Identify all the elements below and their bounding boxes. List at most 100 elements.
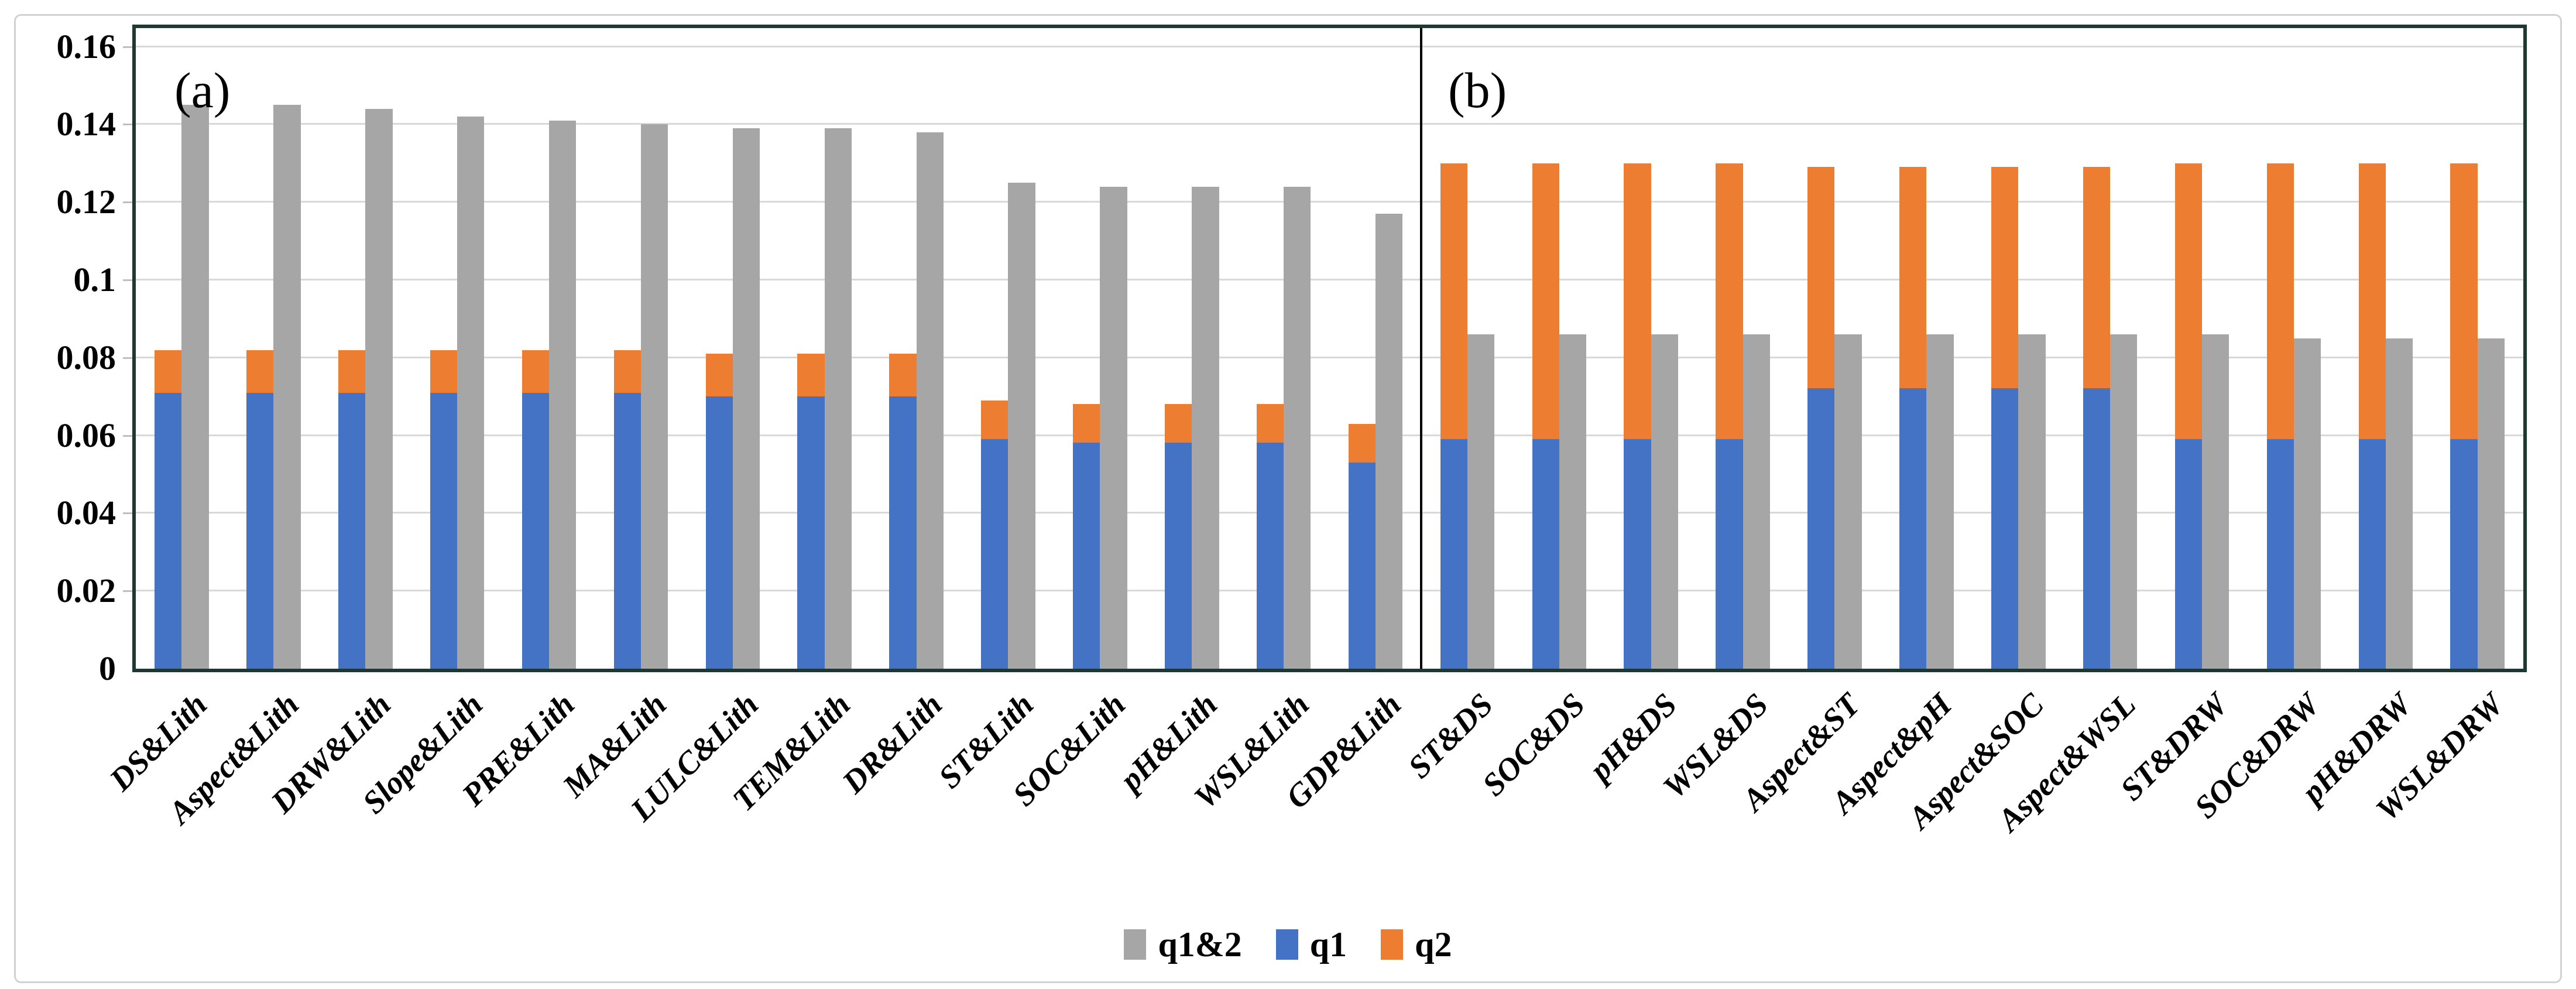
stacked-bar-WSL&Lith [1256, 404, 1284, 669]
stacked-bar-SOC&Lith [1073, 404, 1100, 669]
q2-segment [2266, 163, 2294, 439]
stacked-bar-TEM&Lith [797, 354, 825, 669]
legend-swatch-q1 [1275, 929, 1298, 960]
q2-segment [613, 350, 641, 393]
panel-divider [1420, 28, 1423, 669]
q12-bar-Aspect&SOC [2018, 334, 2046, 669]
plot-area: (a) (b) [132, 25, 2527, 672]
q2-segment [1532, 163, 1559, 439]
stacked-bar-DR&Lith [889, 354, 917, 669]
q2-segment [2174, 163, 2203, 439]
bar-group-GDP&Lith [1330, 28, 1422, 669]
q2-segment [338, 350, 366, 393]
q1-segment [1991, 388, 2019, 669]
y-tick [123, 279, 132, 281]
q2-segment [1440, 163, 1467, 439]
q1-segment [338, 393, 366, 669]
q2-segment [246, 350, 274, 393]
q12-bar-WSL&DS [1743, 334, 1770, 669]
q2-segment [889, 354, 917, 396]
q1-segment [430, 393, 458, 669]
q12-bar-DS&Lith [181, 105, 209, 669]
bar-group-ST&DS [1421, 28, 1513, 669]
q12-bar-SOC&Lith [1100, 187, 1127, 669]
q1-segment [155, 393, 182, 669]
legend-item-q1: q1 [1275, 925, 1347, 964]
legend-label: q2 [1415, 925, 1452, 964]
q2-segment [1624, 163, 1651, 439]
y-tick [123, 46, 132, 48]
bar-group-DS&Lith [136, 28, 228, 669]
q12-bar-LULC&Lith [732, 128, 760, 669]
bar-group-pH&Lith [1146, 28, 1238, 669]
y-tick-label: 0.04 [56, 494, 116, 532]
bar-group-Aspect&pH [1881, 28, 1973, 669]
gridline-0.08 [136, 357, 2523, 358]
legend-item-q1&2: q1&2 [1124, 927, 1242, 962]
q1-segment [1899, 388, 1927, 669]
q1-segment [2450, 439, 2478, 669]
q2-segment [1256, 404, 1284, 443]
q1-segment [1164, 443, 1192, 669]
q12-bar-DRW&Lith [365, 109, 393, 669]
stacked-bar-DRW&Lith [338, 350, 366, 669]
y-tick-label: 0.06 [56, 416, 116, 454]
q2-segment [2450, 163, 2478, 439]
y-tick-label: 0.1 [73, 261, 116, 299]
q12-bar-WSL&Lith [1284, 187, 1311, 669]
legend-label: q1 [1309, 925, 1347, 964]
gridline-0.14 [136, 123, 2523, 125]
q2-segment [1991, 167, 2019, 388]
legend-swatch-q1&2 [1124, 929, 1147, 960]
q2-segment [1807, 167, 1835, 388]
y-tick-label: 0.14 [56, 105, 116, 143]
stacked-bar-GDP&Lith [1348, 424, 1376, 669]
q1-segment [705, 396, 733, 669]
bar-group-LULC&Lith [687, 28, 778, 669]
q1-segment [1073, 443, 1100, 669]
bar-group-DRW&Lith [320, 28, 411, 669]
q12-bar-ST&Lith [1008, 183, 1035, 669]
q1-segment [2266, 439, 2294, 669]
bar-group-TEM&Lith [778, 28, 870, 669]
q12-bar-pH&DRW [2385, 338, 2413, 669]
q1-segment [246, 393, 274, 669]
gridline-0.12 [136, 201, 2523, 203]
y-tick-label: 0.16 [56, 28, 116, 66]
stacked-bar-ST&DRW [2174, 163, 2203, 669]
stacked-bar-Aspect&WSL [2083, 167, 2111, 669]
bar-group-DR&Lith [870, 28, 962, 669]
bar-group-SOC&DS [1513, 28, 1605, 669]
y-tick-label: 0 [99, 649, 116, 687]
bar-group-pH&DS [1605, 28, 1697, 669]
q2-segment [522, 350, 549, 393]
legend-swatch-q2 [1381, 929, 1404, 960]
q12-bar-pH&DS [1651, 334, 1678, 669]
q1-segment [1256, 443, 1284, 669]
stacked-bar-ST&Lith [981, 401, 1009, 669]
bar-group-MA&Lith [595, 28, 687, 669]
gridline-0.06 [136, 434, 2523, 436]
stacked-bar-pH&DRW [2358, 163, 2386, 669]
q2-segment [1348, 424, 1376, 463]
stacked-bar-pH&DS [1624, 163, 1651, 669]
q2-segment [1716, 163, 1743, 439]
legend: q1&2 q1 q2 [0, 927, 2576, 962]
q2-segment [1164, 404, 1192, 443]
stacked-bar-DS&Lith [155, 350, 182, 669]
q12-bar-SOC&DRW [2293, 338, 2321, 669]
stacked-bar-Aspect&pH [1899, 167, 1927, 669]
q1-segment [2358, 439, 2386, 669]
bar-group-WSL&Lith [1238, 28, 1330, 669]
q12-bar-GDP&Lith [1376, 214, 1403, 669]
bar-group-WSL&DS [1697, 28, 1789, 669]
stacked-bar-pH&Lith [1164, 404, 1192, 669]
q12-bar-Slope&Lith [457, 117, 485, 669]
panel-b-label: (b) [1448, 62, 1507, 118]
q2-segment [2083, 167, 2111, 388]
y-tick [123, 124, 132, 125]
q12-bar-ST&DRW [2202, 334, 2229, 669]
stacked-bar-WSL&DS [1716, 163, 1743, 669]
q1-segment [2083, 388, 2111, 669]
q1-segment [1348, 463, 1376, 669]
